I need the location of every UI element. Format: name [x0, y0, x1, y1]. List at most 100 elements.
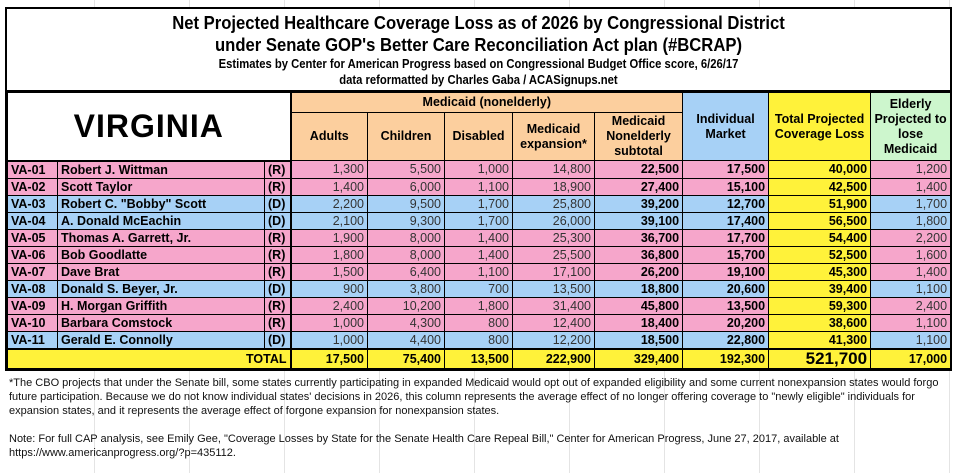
table-row: VA-10 Barbara Comstock (R) 1,000 4,300 800 12,… [7, 313, 952, 332]
cell-adults: 900 [290, 279, 368, 298]
cell-subtotal: 45,800 [593, 296, 684, 315]
table-row: VA-09 H. Morgan Griffith (R) 2,400 10,200 1,8… [7, 296, 952, 315]
cell-expansion: 12,400 [512, 313, 595, 332]
cell-name: Donald S. Beyer, Jr. [57, 279, 265, 298]
cell-expansion: 18,900 [512, 177, 595, 196]
cell-individual: 17,700 [682, 228, 770, 247]
header-subtotal: Medicaid Nonelderly subtotal [593, 112, 684, 161]
cell-total: 45,300 [768, 262, 872, 281]
cell-district: VA-04 [7, 211, 58, 230]
cell-elderly: 2,400 [870, 296, 952, 315]
total-subtotal: 329,400 [593, 347, 684, 369]
total-disabled: 13,500 [444, 347, 513, 369]
cell-party: (R) [264, 296, 292, 315]
cell-expansion: 31,400 [512, 296, 595, 315]
total-individual: 192,300 [682, 347, 770, 369]
coverage-loss-sheet: Net Projected Healthcare Coverage Loss a… [5, 7, 952, 371]
cell-children: 6,400 [367, 262, 445, 281]
cell-disabled: 1,700 [444, 194, 513, 213]
cell-expansion: 25,500 [512, 245, 595, 264]
cell-disabled: 1,100 [444, 262, 513, 281]
cell-adults: 1,900 [290, 228, 368, 247]
cell-name: Barbara Comstock [57, 313, 265, 332]
cell-elderly: 1,400 [870, 177, 952, 196]
cell-children: 6,000 [367, 177, 445, 196]
cell-subtotal: 39,100 [593, 211, 684, 230]
cell-party: (D) [264, 211, 292, 230]
cell-individual: 17,400 [682, 211, 770, 230]
table-row: VA-03 Robert C. "Bobby" Scott (D) 2,200 9,50… [7, 194, 952, 213]
cell-district: VA-06 [7, 245, 58, 264]
cell-name: Dave Brat [57, 262, 265, 281]
cell-disabled: 1,400 [444, 245, 513, 264]
cell-district: VA-01 [7, 160, 58, 179]
cell-individual: 17,500 [682, 160, 770, 179]
cell-adults: 1,300 [290, 160, 368, 179]
cell-subtotal: 18,400 [593, 313, 684, 332]
cell-children: 4,300 [367, 313, 445, 332]
cell-party: (R) [264, 262, 292, 281]
cell-expansion: 13,500 [512, 279, 595, 298]
cell-name: H. Morgan Griffith [57, 296, 265, 315]
cell-individual: 15,700 [682, 245, 770, 264]
cell-children: 10,200 [367, 296, 445, 315]
cell-elderly: 1,600 [870, 245, 952, 264]
header-adults: Adults [290, 112, 368, 161]
cell-district: VA-08 [7, 279, 58, 298]
cell-subtotal: 27,400 [593, 177, 684, 196]
title-block: Net Projected Healthcare Coverage Loss a… [7, 9, 950, 92]
cell-subtotal: 18,800 [593, 279, 684, 298]
cell-individual: 20,600 [682, 279, 770, 298]
cell-disabled: 1,000 [444, 160, 513, 179]
cell-party: (R) [264, 160, 292, 179]
cell-subtotal: 39,200 [593, 194, 684, 213]
cell-party: (D) [264, 194, 292, 213]
header-elderly: Elderly Projected to lose Medicaid [870, 92, 952, 161]
cell-children: 9,300 [367, 211, 445, 230]
district-table: VIRGINIA Medicaid (nonelderly) Individua… [7, 92, 952, 369]
header-expansion: Medicaid expansion* [512, 112, 595, 161]
totals-row: TOTAL 17,500 75,400 13,500 222,900 329,4… [7, 347, 952, 369]
cell-expansion: 25,800 [512, 194, 595, 213]
total-coverage-loss: 521,700 [768, 347, 872, 369]
cell-children: 5,500 [367, 160, 445, 179]
cell-disabled: 800 [444, 330, 513, 349]
cell-expansion: 17,100 [512, 262, 595, 281]
cell-name: Scott Taylor [57, 177, 265, 196]
cell-individual: 19,100 [682, 262, 770, 281]
cell-expansion: 14,800 [512, 160, 595, 179]
cell-total: 40,000 [768, 160, 872, 179]
cell-name: Robert J. Wittman [57, 160, 265, 179]
cell-elderly: 1,100 [870, 279, 952, 298]
totals-label: TOTAL [7, 347, 292, 369]
cell-subtotal: 36,700 [593, 228, 684, 247]
cell-individual: 12,700 [682, 194, 770, 213]
cell-district: VA-11 [7, 330, 58, 349]
cell-party: (D) [264, 330, 292, 349]
table-row: VA-07 Dave Brat (R) 1,500 6,400 1,100 17,100 26… [7, 262, 952, 281]
cell-name: Robert C. "Bobby" Scott [57, 194, 265, 213]
cell-total: 54,400 [768, 228, 872, 247]
cell-district: VA-02 [7, 177, 58, 196]
cell-adults: 1,400 [290, 177, 368, 196]
cell-elderly: 1,100 [870, 330, 952, 349]
cell-children: 8,000 [367, 228, 445, 247]
header-disabled: Disabled [444, 112, 513, 161]
cell-disabled: 700 [444, 279, 513, 298]
table-row: VA-08 Donald S. Beyer, Jr. (D) 900 3,800 700 1… [7, 279, 952, 298]
cell-adults: 1,000 [290, 330, 368, 349]
cell-adults: 2,400 [290, 296, 368, 315]
cell-district: VA-05 [7, 228, 58, 247]
cell-children: 9,500 [367, 194, 445, 213]
notes: *The CBO projects that under the Senate … [5, 376, 948, 474]
cell-elderly: 1,700 [870, 194, 952, 213]
cell-disabled: 1,700 [444, 211, 513, 230]
cell-elderly: 1,800 [870, 211, 952, 230]
cell-name: Thomas A. Garrett, Jr. [57, 228, 265, 247]
cell-individual: 13,500 [682, 296, 770, 315]
cell-expansion: 12,200 [512, 330, 595, 349]
total-children: 75,400 [367, 347, 445, 369]
cell-party: (R) [264, 245, 292, 264]
cell-district: VA-03 [7, 194, 58, 213]
source-note: Note: For full CAP analysis, see Emily G… [9, 433, 839, 459]
